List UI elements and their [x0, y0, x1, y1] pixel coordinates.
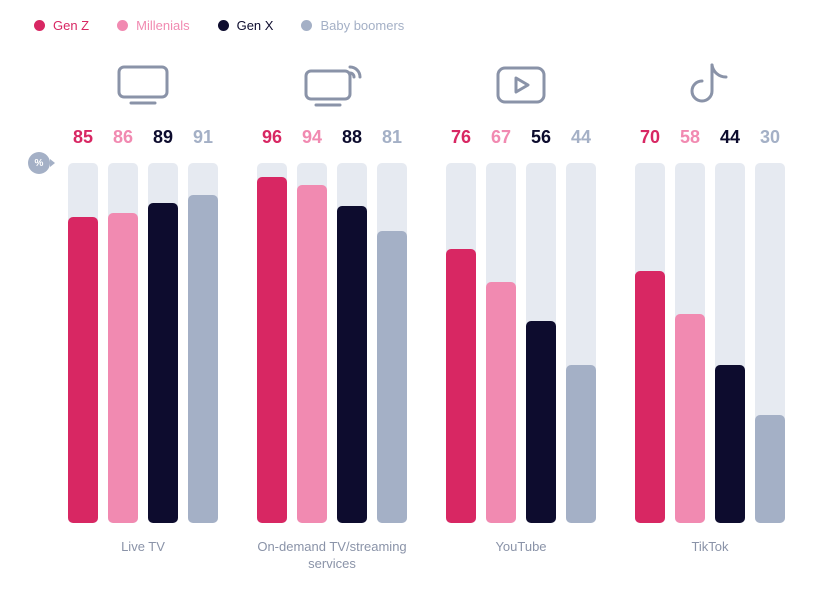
value-label: 30	[755, 127, 785, 148]
tiktok-icon	[690, 53, 730, 117]
value-label: 88	[337, 127, 367, 148]
value-label: 76	[446, 127, 476, 148]
category-label: Live TV	[121, 539, 165, 556]
value-label: 58	[675, 127, 705, 148]
value-label: 89	[148, 127, 178, 148]
chart-group-live_tv: 85 86 89 91 Live TV	[58, 53, 228, 573]
value-label: 44	[715, 127, 745, 148]
chart-group-ondemand: 96 94 88 81 On-demand TV/streaming services	[247, 53, 417, 573]
legend-label: Millenials	[136, 18, 189, 33]
bar-fill-mill	[486, 282, 516, 523]
legend-label: Baby boomers	[320, 18, 404, 33]
bar-fill-genz	[446, 249, 476, 523]
category-label: TikTok	[691, 539, 728, 556]
bars-row	[68, 163, 218, 523]
chart-group-tiktok: 70 58 44 30 TikTok	[625, 53, 795, 573]
value-label: 56	[526, 127, 556, 148]
legend-label: Gen Z	[53, 18, 89, 33]
bar-track	[377, 163, 407, 523]
value-label: 44	[566, 127, 596, 148]
legend-dot-icon	[117, 20, 128, 31]
value-label: 81	[377, 127, 407, 148]
legend-item-boomers: Baby boomers	[301, 18, 404, 33]
value-label: 85	[68, 127, 98, 148]
bar-fill-boomers	[755, 415, 785, 523]
bar-fill-boomers	[566, 365, 596, 523]
value-label: 70	[635, 127, 665, 148]
legend-dot-icon	[34, 20, 45, 31]
bar-track	[68, 163, 98, 523]
bar-track	[188, 163, 218, 523]
bar-track	[108, 163, 138, 523]
legend-dot-icon	[301, 20, 312, 31]
tv-icon	[115, 53, 171, 117]
legend-item-genz: Gen Z	[34, 18, 89, 33]
bar-track	[297, 163, 327, 523]
bar-track	[526, 163, 556, 523]
bar-fill-boomers	[188, 195, 218, 523]
category-label: On-demand TV/streaming services	[247, 539, 417, 573]
bar-fill-genz	[68, 217, 98, 523]
bar-fill-mill	[108, 213, 138, 523]
value-label: 91	[188, 127, 218, 148]
value-label: 67	[486, 127, 516, 148]
youtube-icon	[494, 53, 548, 117]
legend-dot-icon	[218, 20, 229, 31]
bars-row	[446, 163, 596, 523]
legend: Gen Z Millenials Gen X Baby boomers	[34, 18, 795, 33]
bar-track	[755, 163, 785, 523]
bar-track	[715, 163, 745, 523]
values-row: 70 58 44 30	[635, 125, 785, 149]
values-row: 96 94 88 81	[257, 125, 407, 149]
bar-fill-boomers	[377, 231, 407, 523]
legend-label: Gen X	[237, 18, 274, 33]
category-label: YouTube	[495, 539, 546, 556]
legend-item-genx: Gen X	[218, 18, 274, 33]
bar-fill-genx	[148, 203, 178, 523]
bar-track	[675, 163, 705, 523]
bar-track	[486, 163, 516, 523]
value-label: 94	[297, 127, 327, 148]
bar-track	[257, 163, 287, 523]
values-row: 76 67 56 44	[446, 125, 596, 149]
chart-group-youtube: 76 67 56 44 YouTube	[436, 53, 606, 573]
bars-row	[257, 163, 407, 523]
bar-fill-genx	[715, 365, 745, 523]
bar-track	[635, 163, 665, 523]
chart-area: % 85 86 89 91 Live TV 96 94 88 81 On-demand TV/s…	[30, 53, 795, 573]
bar-fill-mill	[297, 185, 327, 523]
bar-fill-genz	[635, 271, 665, 523]
value-label: 86	[108, 127, 138, 148]
bar-fill-mill	[675, 314, 705, 523]
percent-badge: %	[28, 152, 50, 174]
value-label: 96	[257, 127, 287, 148]
bar-fill-genx	[526, 321, 556, 523]
bar-fill-genx	[337, 206, 367, 523]
bar-track	[148, 163, 178, 523]
values-row: 85 86 89 91	[68, 125, 218, 149]
stream-icon	[302, 53, 362, 117]
bar-track	[337, 163, 367, 523]
legend-item-mill: Millenials	[117, 18, 189, 33]
bar-track	[446, 163, 476, 523]
bar-track	[566, 163, 596, 523]
bar-fill-genz	[257, 177, 287, 523]
bars-row	[635, 163, 785, 523]
